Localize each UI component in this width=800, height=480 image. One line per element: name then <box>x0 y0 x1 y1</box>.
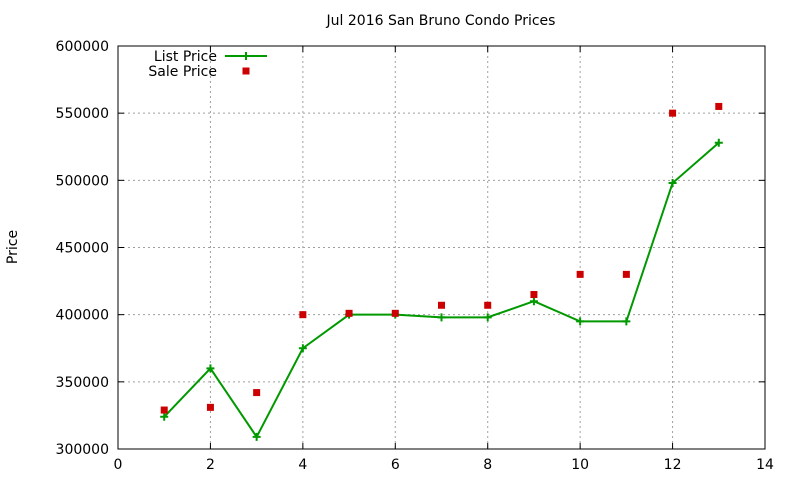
chart-title: Jul 2016 San Bruno Condo Prices <box>326 13 556 29</box>
x-tick-label: 2 <box>206 457 215 473</box>
series-sale-price <box>160 102 723 414</box>
data-point <box>669 109 677 117</box>
data-point <box>206 403 214 411</box>
data-point <box>530 291 538 299</box>
data-point <box>391 309 399 317</box>
legend-marker-swatch <box>242 67 250 75</box>
data-point <box>345 309 353 317</box>
data-point <box>483 313 492 322</box>
plot-series <box>160 102 723 441</box>
x-tick-label: 4 <box>298 457 307 473</box>
axis-ticks: 0 2 4 6 8 10 12 14 300000 350000 400000 450000 50000… <box>56 39 774 473</box>
data-point <box>484 301 492 309</box>
y-axis-label: Price <box>5 230 21 264</box>
data-point <box>576 317 585 326</box>
legend-label: List Price <box>154 49 217 65</box>
data-point <box>252 432 261 441</box>
data-point <box>206 364 215 373</box>
data-point <box>299 311 307 319</box>
y-tick-label: 300000 <box>56 442 109 458</box>
y-tick-label: 350000 <box>56 375 109 391</box>
x-tick-label: 0 <box>114 457 123 473</box>
y-tick-label: 550000 <box>56 106 109 122</box>
data-point <box>714 138 723 147</box>
data-point <box>160 412 169 421</box>
series-list-price <box>160 138 723 441</box>
data-point <box>529 297 538 306</box>
data-point <box>668 179 677 188</box>
data-point <box>298 344 307 353</box>
legend-marker-swatch <box>242 52 250 60</box>
data-point <box>622 270 630 278</box>
data-point <box>438 301 445 309</box>
data-point <box>715 102 723 110</box>
data-point <box>253 389 261 397</box>
y-tick-label: 400000 <box>56 308 109 324</box>
y-tick-label: 500000 <box>56 173 109 189</box>
data-point <box>576 270 584 278</box>
plot-border <box>117 45 766 450</box>
x-tick-label: 6 <box>391 457 400 473</box>
y-tick-label: 600000 <box>56 39 109 55</box>
x-tick-label: 10 <box>571 457 589 473</box>
x-tick-label: 12 <box>664 457 682 473</box>
y-tick-label: 450000 <box>56 241 109 257</box>
x-tick-label: 8 <box>483 457 492 473</box>
legend-label: Sale Price <box>148 64 217 80</box>
series-line <box>163 141 720 439</box>
data-point <box>622 317 631 326</box>
x-tick-label: 14 <box>756 457 774 473</box>
grid <box>118 46 765 449</box>
data-point <box>437 313 446 322</box>
data-point <box>160 406 168 414</box>
